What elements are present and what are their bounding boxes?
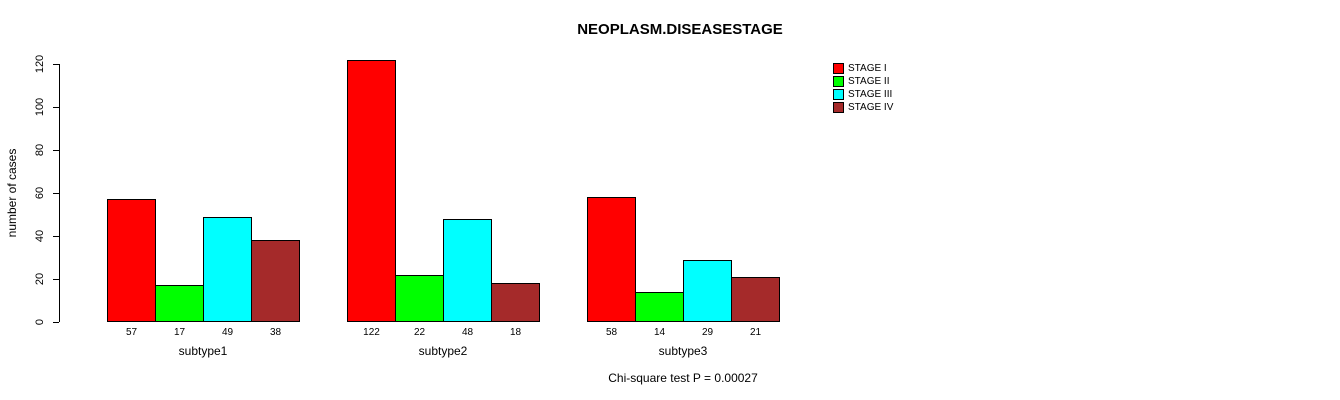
legend-swatch-icon — [833, 89, 844, 100]
y-tick-mark — [53, 278, 59, 280]
y-tick-label: 40 — [34, 229, 46, 243]
y-tick-label: 120 — [34, 54, 46, 74]
bar — [587, 197, 636, 322]
legend: STAGE I STAGE II STAGE III STAGE IV — [833, 62, 893, 114]
legend-item: STAGE I — [833, 62, 893, 75]
legend-item: STAGE III — [833, 88, 893, 101]
y-tick-mark — [53, 149, 59, 151]
bar — [347, 59, 396, 322]
bar-value-label: 48 — [461, 327, 474, 338]
bar — [107, 199, 156, 322]
legend-item: STAGE IV — [833, 101, 893, 114]
chi-square-annotation: Chi-square test P = 0.00027 — [608, 371, 758, 385]
bar-value-label: 38 — [269, 327, 282, 338]
bar-value-label: 122 — [363, 327, 380, 338]
bar-value-label: 17 — [173, 327, 186, 338]
legend-label: STAGE II — [848, 76, 890, 87]
x-group-label: subtype2 — [418, 344, 468, 358]
y-axis-line — [59, 64, 60, 322]
y-tick-mark — [53, 192, 59, 194]
y-tick-label: 80 — [34, 143, 46, 157]
bar-value-label: 22 — [413, 327, 426, 338]
bar — [635, 291, 684, 322]
bar-value-label: 57 — [125, 327, 138, 338]
legend-swatch-icon — [833, 76, 844, 87]
y-axis-label: number of cases — [5, 148, 19, 238]
legend-swatch-icon — [833, 63, 844, 74]
bar — [491, 283, 540, 322]
bar — [443, 218, 492, 322]
y-tick-label: 0 — [34, 318, 46, 326]
bar — [683, 259, 732, 322]
bar-value-label: 29 — [701, 327, 714, 338]
bar-value-label: 58 — [605, 327, 618, 338]
y-tick-mark — [53, 321, 59, 323]
legend-label: STAGE I — [848, 63, 887, 74]
legend-label: STAGE IV — [848, 102, 894, 113]
bar — [395, 274, 444, 322]
bar-value-label: 21 — [749, 327, 762, 338]
bar — [155, 285, 204, 322]
legend-label: STAGE III — [848, 89, 893, 100]
y-tick-mark — [53, 106, 59, 108]
legend-swatch-icon — [833, 102, 844, 113]
y-tick-mark — [53, 63, 59, 65]
x-group-label: subtype1 — [178, 344, 228, 358]
x-group-label: subtype3 — [658, 344, 708, 358]
bar-value-label: 14 — [653, 327, 666, 338]
chart-title: NEOPLASM.DISEASESTAGE — [577, 21, 783, 38]
y-tick-mark — [53, 235, 59, 237]
bar — [731, 276, 780, 322]
bar-value-label: 18 — [509, 327, 522, 338]
y-tick-label: 20 — [34, 272, 46, 286]
legend-item: STAGE II — [833, 75, 893, 88]
bar — [203, 216, 252, 322]
y-tick-label: 100 — [34, 97, 46, 117]
y-tick-label: 60 — [34, 186, 46, 200]
bar-value-label: 49 — [221, 327, 234, 338]
bar — [251, 240, 300, 322]
